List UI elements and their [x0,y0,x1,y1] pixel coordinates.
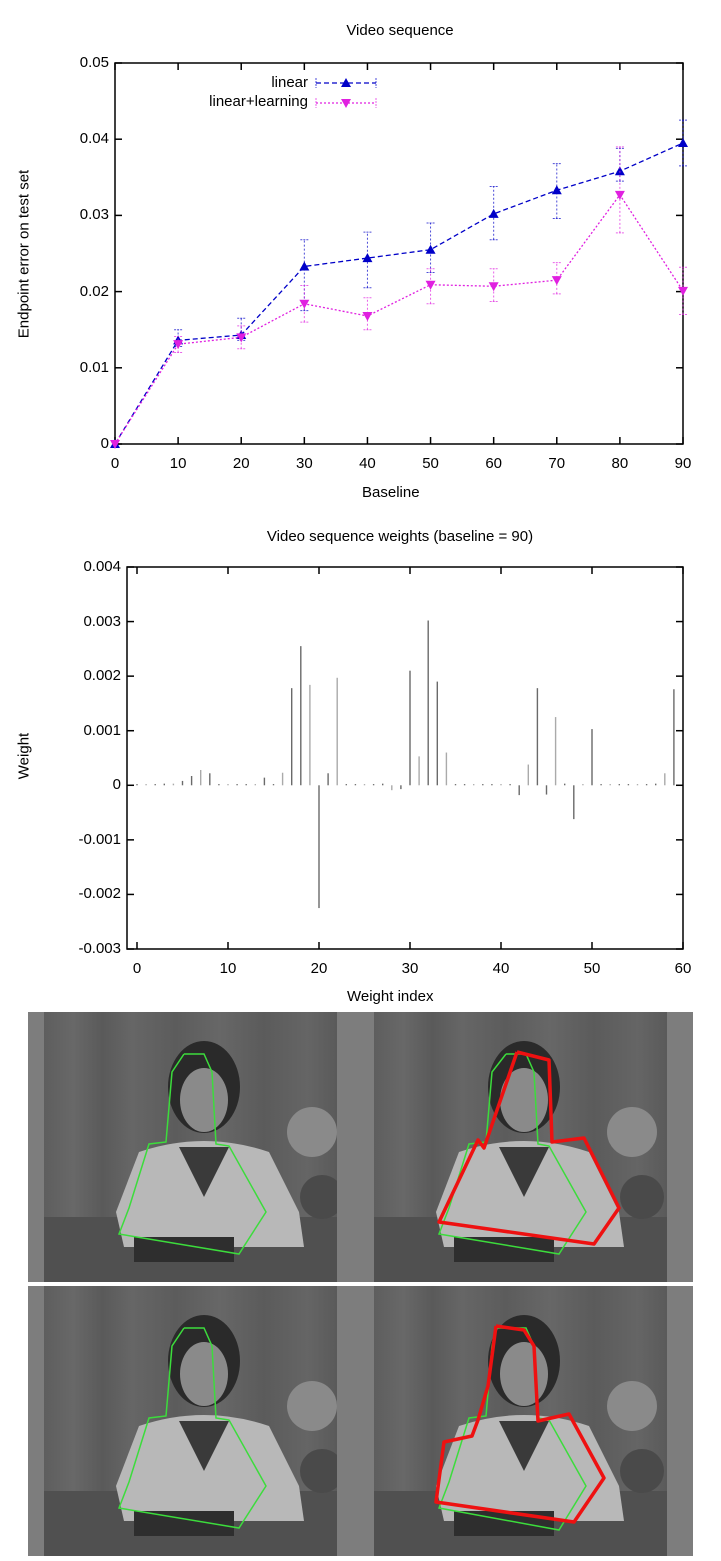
x-tick-label: 30 [401,960,419,977]
y-tick-label: 0.003 [83,612,121,630]
x-tick-label: 0 [110,455,120,472]
data-point-marker [236,333,247,343]
x-tick-label: 0 [132,960,142,977]
x-tick-label: 40 [492,960,510,977]
x-tick-label: 90 [674,455,692,472]
chart2-title: Video sequence weights (baseline = 90) [266,528,534,545]
legend-item-linear-learning: linear+learning [209,93,308,110]
y-tick-label: 0.02 [79,282,109,300]
chart1-legend: linear linear+learning [170,74,380,114]
video-frame-top-left [44,1012,337,1282]
y-tick-label: 0.01 [79,358,109,376]
y-tick-label: 0.03 [79,206,109,224]
data-point-marker [425,280,436,290]
series-line [114,142,684,445]
y-tick-label: 0 [100,435,109,452]
data-point-marker [488,208,499,218]
legend-label-linear: linear [271,74,308,91]
video-frame-bottom-right [374,1286,667,1556]
image-panel-row-1 [28,1012,693,1282]
scene-graphic [44,1012,337,1282]
data-point-marker [362,253,373,263]
chart2-xlabel: Weight index [347,988,434,1005]
x-tick-label: 40 [359,455,376,472]
data-point-marker [551,185,562,195]
scene-graphic [374,1012,667,1282]
y-tick-label: -0.003 [78,940,121,957]
x-tick-label: 20 [310,960,328,977]
data-point-marker [678,286,688,296]
scene-graphic [374,1286,667,1556]
chart1-plot [110,62,688,449]
data-point-marker [678,138,688,148]
chart1-xlabel: Baseline [362,484,420,501]
data-point-marker [173,340,184,350]
scene-graphic [44,1286,337,1556]
data-point-marker [299,299,310,309]
x-tick-label: 70 [548,455,566,472]
chart1-title: Video sequence [346,22,454,39]
data-point-marker [551,276,562,286]
y-tick-label: 0.002 [83,667,121,685]
x-tick-label: 10 [219,960,237,977]
y-tick-label: 0 [112,776,121,794]
y-tick-label: 0.001 [83,721,121,739]
data-point-marker [425,244,436,254]
x-tick-label: 50 [583,960,601,977]
x-tick-label: 30 [295,455,313,472]
truth-outline [117,1053,267,1255]
data-point-marker [362,311,373,321]
truth-outline [117,1327,267,1529]
x-tick-label: 80 [611,455,629,472]
series-line [114,193,684,445]
legend-item-linear: linear [271,74,308,91]
video-frame-top-right [374,1012,667,1282]
y-tick-label: 0.04 [79,130,109,148]
legend-marker [341,78,351,87]
x-tick-label: 50 [422,455,439,472]
prediction-outline [437,1050,621,1246]
x-tick-label: 60 [674,960,692,977]
data-point-marker [110,440,120,449]
y-tick-label: 0.05 [79,54,109,71]
y-tick-label: 0.004 [83,558,121,575]
prediction-outline [434,1324,606,1524]
legend-marker [341,99,351,108]
image-panel-row-2 [28,1286,693,1556]
legend-label-linear-learning: linear+learning [209,93,308,110]
video-frame-bottom-left [44,1286,337,1556]
y-tick-label: -0.002 [78,885,121,903]
x-tick-label: 20 [232,455,250,472]
data-point-marker [614,190,625,200]
x-tick-label: 60 [485,455,502,472]
data-point-marker [614,166,625,176]
data-point-marker [488,282,499,292]
data-point-marker [299,261,310,271]
y-tick-label: -0.001 [78,830,121,848]
chart2-plot [126,566,684,950]
x-tick-label: 10 [169,455,187,472]
